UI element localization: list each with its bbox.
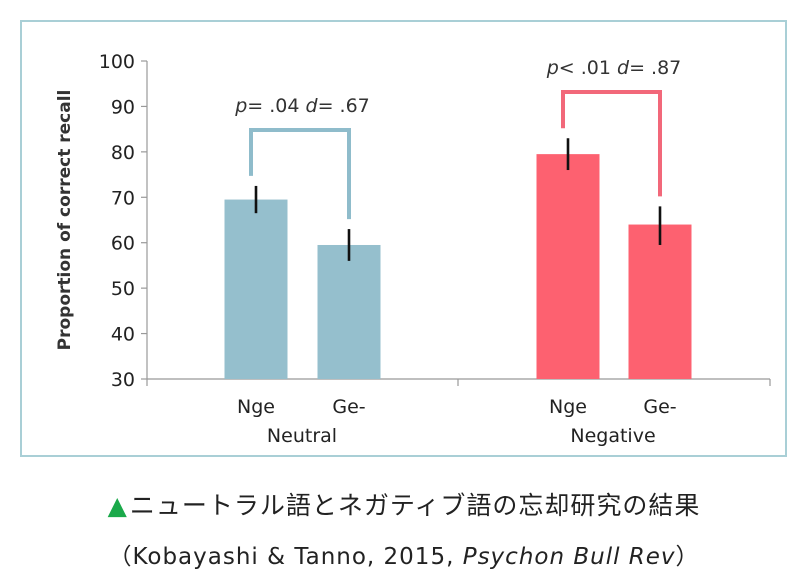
y-tick-label: 90 <box>111 96 135 118</box>
bar <box>317 244 381 379</box>
x-category-label: Nge <box>549 396 587 418</box>
y-tick-label: 40 <box>111 324 135 346</box>
stat-symbol: p <box>234 95 247 117</box>
stat-symbol: d <box>306 95 319 117</box>
stat-symbol: p <box>546 57 559 79</box>
citation-suffix: ） <box>675 544 700 570</box>
citation-prefix: （Kobayashi & Tanno, 2015, <box>108 544 463 570</box>
y-tick-label: 30 <box>111 369 135 391</box>
x-group-label: Neutral <box>267 425 337 447</box>
citation-journal: Psychon Bull Rev <box>462 544 676 570</box>
stat-symbol: d <box>617 57 630 79</box>
y-tick-label: 100 <box>99 51 135 73</box>
stat-value: = .67 <box>318 95 370 117</box>
y-axis-title: Proportion of correct recall <box>55 90 75 351</box>
triangle-icon: ▲ <box>107 491 128 520</box>
bar-chart: 30 40 50 60 70 80 90 100 Proportion of correct r… <box>55 51 771 447</box>
stat-value: < .01 <box>559 57 617 79</box>
significance-annotation: p< .01 d= .87 <box>546 57 682 79</box>
bar <box>628 224 692 379</box>
significance-bracket <box>561 90 662 197</box>
figure-caption-citation: （Kobayashi & Tanno, 2015, Psychon Bull R… <box>0 537 808 571</box>
stat-value: = .87 <box>629 57 681 79</box>
y-tick-label: 60 <box>111 233 135 255</box>
bar <box>224 199 288 379</box>
caption-title-text: ニュートラル語とネガティブ語の忘却研究の結果 <box>129 491 701 520</box>
bar <box>536 154 600 379</box>
x-category-label: Ge- <box>332 396 365 418</box>
figure-caption-title: ▲ニュートラル語とネガティブ語の忘却研究の結果 <box>0 486 808 522</box>
stat-value: = .04 <box>247 95 305 117</box>
y-tick-label: 80 <box>111 142 135 164</box>
y-tick-label: 50 <box>111 278 135 300</box>
y-tick-label: 70 <box>111 187 135 209</box>
significance-annotation: p= .04 d= .67 <box>234 95 370 117</box>
x-group-label: Negative <box>570 425 655 447</box>
significance-bracket <box>249 128 351 220</box>
x-category-label: Ge- <box>643 396 676 418</box>
x-category-label: Nge <box>237 396 275 418</box>
